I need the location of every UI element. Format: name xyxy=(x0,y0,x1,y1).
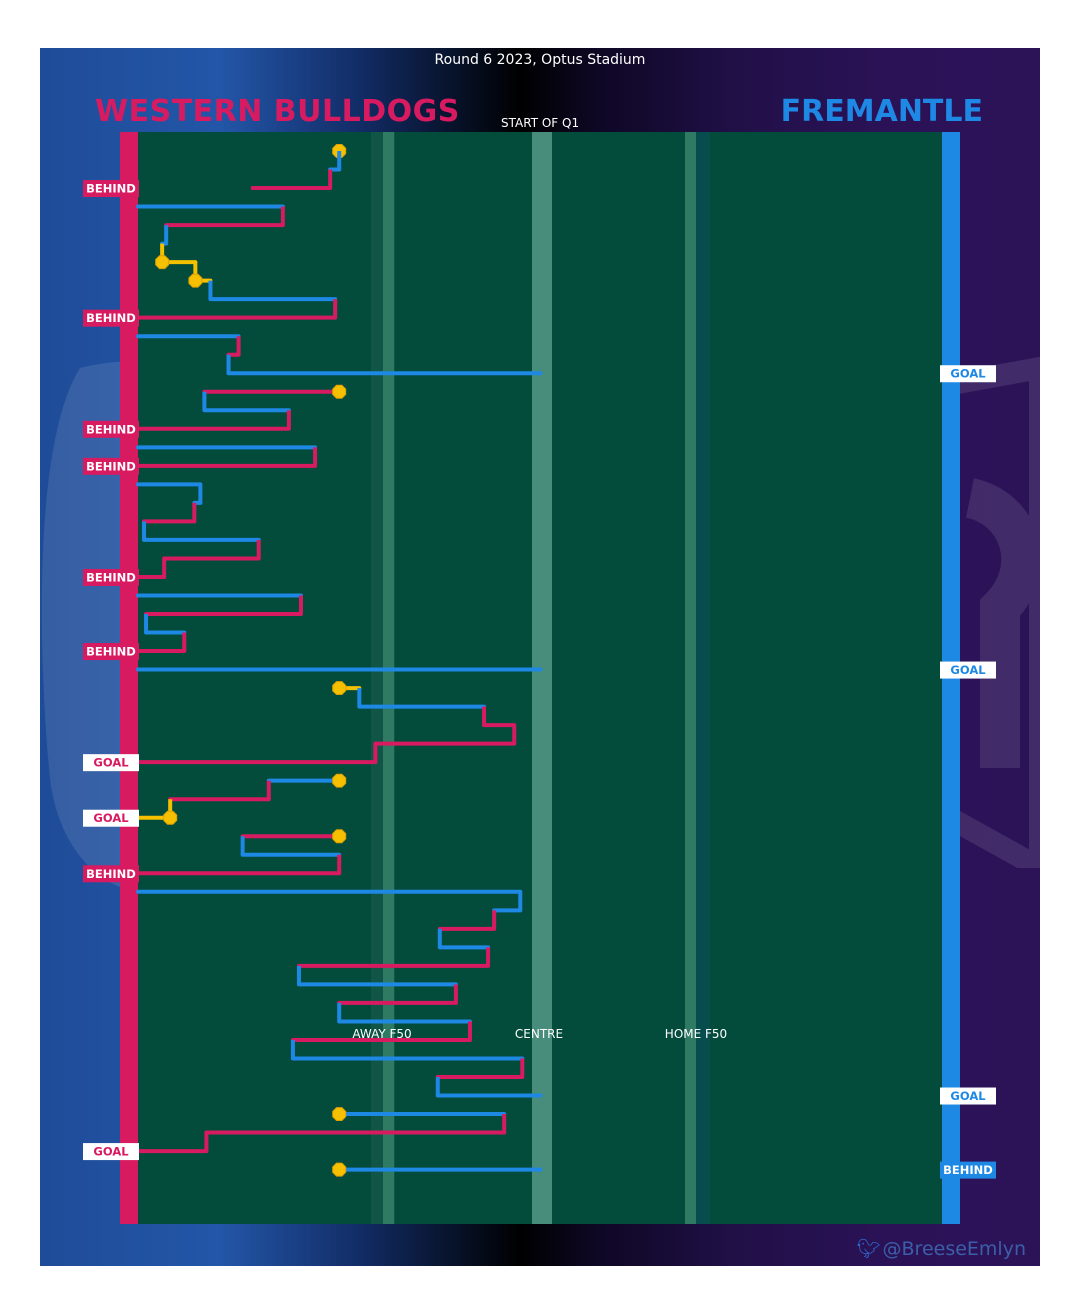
x-tick-home-f50: HOME F50 xyxy=(664,1027,728,1041)
outcome-label-text: GOAL xyxy=(950,1089,986,1103)
outcome-label-text: BEHIND xyxy=(86,645,136,659)
outcome-label-behind: BEHIND xyxy=(83,568,139,586)
outcome-label-text: BEHIND xyxy=(943,1163,993,1177)
home-f50-line xyxy=(685,132,696,1224)
home-goal-bar xyxy=(120,132,138,1224)
outcome-label-goal: GOAL xyxy=(83,1143,139,1161)
outcome-label-text: GOAL xyxy=(93,1145,129,1159)
chain-10 xyxy=(136,773,347,825)
stoppage-marker xyxy=(188,273,203,288)
chain-4 xyxy=(136,384,347,431)
outcome-label-box xyxy=(83,754,139,772)
outcome-label-box xyxy=(940,1087,996,1105)
x-tick-away-f50: AWAY F50 xyxy=(352,1027,412,1041)
stoppage-marker xyxy=(155,255,170,270)
outcome-label-goal: GOAL xyxy=(940,365,996,383)
outcome-label-text: BEHIND xyxy=(86,422,136,436)
outcome-label-text: GOAL xyxy=(93,756,129,770)
outcome-label-box xyxy=(83,309,139,327)
chain-12 xyxy=(136,889,543,1098)
chart-frame: Round 6 2023, Optus Stadium WESTERN BULL… xyxy=(40,48,1040,1266)
stoppage-marker xyxy=(163,810,178,825)
chain-1 xyxy=(250,144,347,191)
outcome-label-box xyxy=(83,1143,139,1161)
credit-handle: @BreeseEmlyn xyxy=(882,1238,1026,1260)
start-of-quarter-label: START OF Q1 xyxy=(501,116,580,130)
stoppage-marker xyxy=(332,829,347,844)
outcome-label-behind: BEHIND xyxy=(83,643,139,661)
centre-band xyxy=(532,132,552,1224)
outcome-label-goal: GOAL xyxy=(83,754,139,772)
outcome-label-box xyxy=(940,661,996,679)
outcome-label-behind: BEHIND xyxy=(83,420,139,438)
outcome-label-box xyxy=(83,180,139,198)
chain-5 xyxy=(136,445,318,468)
chain-plot: BEHIND BEHIND GOAL BEHIND BEHIND BEHIND BEHIND… xyxy=(83,132,996,1224)
outcome-label-box xyxy=(83,865,139,883)
stoppage-marker xyxy=(332,681,347,695)
twitter-bird-icon: 🐦︎ xyxy=(856,1238,881,1260)
outcome-label-text: BEHIND xyxy=(86,867,136,881)
chain-14 xyxy=(332,1162,543,1177)
chain-13 xyxy=(136,1107,507,1154)
stoppage-marker xyxy=(332,384,347,399)
chain-6 xyxy=(136,482,261,579)
outcome-label-goal: GOAL xyxy=(83,809,139,827)
outcome-label-behind: BEHIND xyxy=(83,865,139,883)
chain-11 xyxy=(136,829,347,876)
x-tick-centre: CENTRE xyxy=(514,1027,564,1041)
home-f50-band xyxy=(696,132,710,1224)
outcome-label-box xyxy=(83,420,139,438)
outcome-label-behind: BEHIND xyxy=(83,309,139,327)
outcome-label-behind: BEHIND xyxy=(83,180,139,198)
home-team-title: WESTERN BULLDOGS xyxy=(95,94,460,129)
outcome-label-text: BEHIND xyxy=(86,182,136,196)
outcome-label-behind: BEHIND xyxy=(83,457,139,475)
stoppage-marker xyxy=(332,1107,347,1121)
outcome-label-box xyxy=(83,809,139,827)
outcome-label-box xyxy=(83,568,139,586)
away-f50-line xyxy=(383,132,394,1224)
outcome-label-text: GOAL xyxy=(950,367,986,381)
stoppage-marker xyxy=(332,773,347,788)
subtitle: Round 6 2023, Optus Stadium xyxy=(434,52,646,68)
outcome-label-goal: GOAL xyxy=(940,661,996,679)
outcome-label-text: GOAL xyxy=(93,811,129,825)
outcome-label-text: BEHIND xyxy=(86,311,136,325)
outcome-label-goal: GOAL xyxy=(940,1087,996,1105)
outcome-label-box xyxy=(83,643,139,661)
outcome-label-box xyxy=(83,457,139,475)
outcome-label-box xyxy=(940,365,996,383)
outcome-label-text: BEHIND xyxy=(86,459,136,473)
author-credit: 🐦︎ @BreeseEmlyn xyxy=(856,1237,1026,1260)
chain-3 xyxy=(136,334,543,376)
chain-2 xyxy=(136,204,338,320)
stoppage-marker xyxy=(332,1162,347,1177)
chain-9 xyxy=(136,681,517,765)
outcome-label-box xyxy=(940,1161,996,1179)
away-team-title: FREMANTLE xyxy=(780,94,983,129)
outcome-label-behind: BEHIND xyxy=(940,1161,996,1179)
outcome-label-text: GOAL xyxy=(950,663,986,677)
outcome-label-text: BEHIND xyxy=(86,570,136,584)
chain-7 xyxy=(136,593,303,654)
